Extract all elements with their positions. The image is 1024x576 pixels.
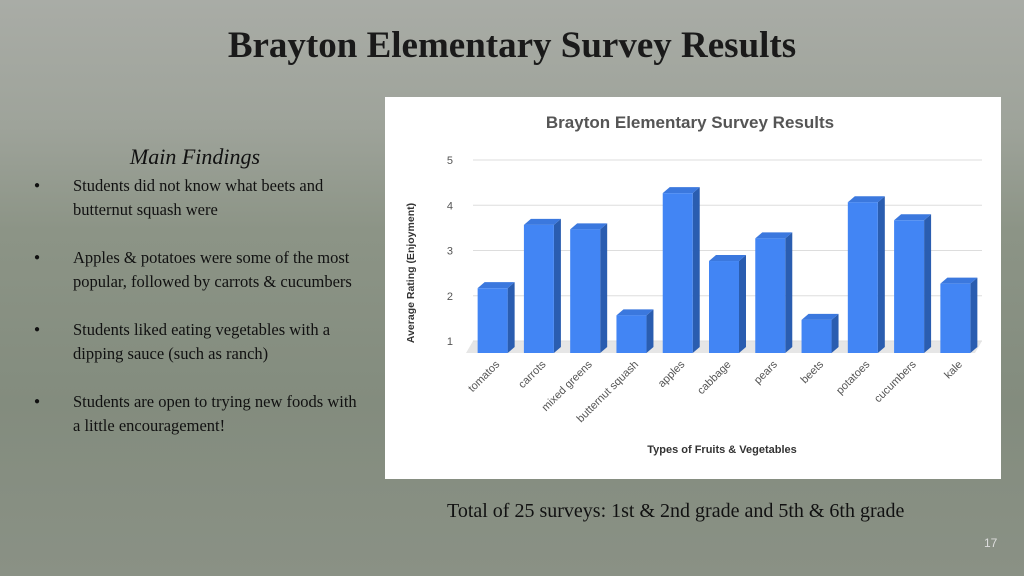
bar-top <box>801 313 839 320</box>
y-tick-label: 4 <box>447 200 453 212</box>
bar <box>847 202 878 353</box>
bar <box>709 261 739 353</box>
bar-top <box>709 255 746 262</box>
finding-item: Students liked eating vegetables with a … <box>30 318 368 366</box>
bar-side <box>553 218 561 353</box>
bar-side <box>785 232 793 353</box>
findings-heading: Main Findings <box>129 144 261 169</box>
finding-item: Students did not know what beets and but… <box>30 174 368 222</box>
bar <box>662 193 693 353</box>
bar-side <box>692 187 700 353</box>
x-tick-label: beets <box>799 358 827 386</box>
bar-side <box>970 277 978 353</box>
bar-side <box>600 223 608 353</box>
bar <box>755 238 786 353</box>
x-tick-label: pears <box>752 358 780 386</box>
slide-title: Brayton Elementary Survey Results <box>227 25 797 66</box>
bar-side <box>646 309 654 353</box>
y-tick-label: 5 <box>447 155 453 167</box>
bar <box>940 283 971 353</box>
bar-top <box>940 277 978 284</box>
bar <box>523 224 554 353</box>
bar-top <box>616 309 654 316</box>
findings-list: Students did not know what beets and but… <box>30 174 370 462</box>
survey-note: Total of 25 surveys: 1st & 2nd grade and… <box>447 500 905 522</box>
bar-side <box>739 255 746 353</box>
bar-top <box>523 218 561 225</box>
bar-side <box>924 214 932 353</box>
y-tick-label: 1 <box>447 336 453 348</box>
bar-top <box>570 223 608 230</box>
bar-top <box>894 214 932 221</box>
y-tick-label: 2 <box>447 291 453 303</box>
bar-top <box>755 232 793 239</box>
bar-side <box>877 196 885 353</box>
bar <box>570 229 601 353</box>
chart-container: Brayton Elementary Survey Results Types … <box>385 97 1001 479</box>
x-tick-label: tomatos <box>466 358 503 395</box>
bar-side <box>831 313 839 353</box>
y-tick-label: 3 <box>447 246 453 258</box>
x-tick-label: kale <box>942 359 965 382</box>
finding-item: Students are open to trying new foods wi… <box>30 390 368 438</box>
bar-side <box>507 282 515 353</box>
finding-item: Apples & potatoes were some of the most … <box>30 246 368 294</box>
x-tick-label: cucumbers <box>872 358 919 405</box>
y-axis-title: Average Rating (Enjoyment) <box>405 203 417 343</box>
bar-top <box>662 187 700 194</box>
chart: Brayton Elementary Survey Results Types … <box>405 113 982 456</box>
bar-top <box>847 196 885 203</box>
x-tick-label: potatoes <box>834 358 873 397</box>
bar-top <box>477 282 515 289</box>
x-tick-label: cabbage <box>695 359 733 397</box>
x-tick-label: apples <box>656 358 688 390</box>
bar <box>894 220 925 353</box>
page-number: 17 <box>984 536 998 550</box>
bar <box>477 288 508 353</box>
bar <box>801 319 832 353</box>
chart-title: Brayton Elementary Survey Results <box>546 113 834 132</box>
bar <box>616 315 647 353</box>
x-tick-label: carrots <box>516 358 549 391</box>
x-axis-title: Types of Fruits & Vegetables <box>647 444 797 456</box>
